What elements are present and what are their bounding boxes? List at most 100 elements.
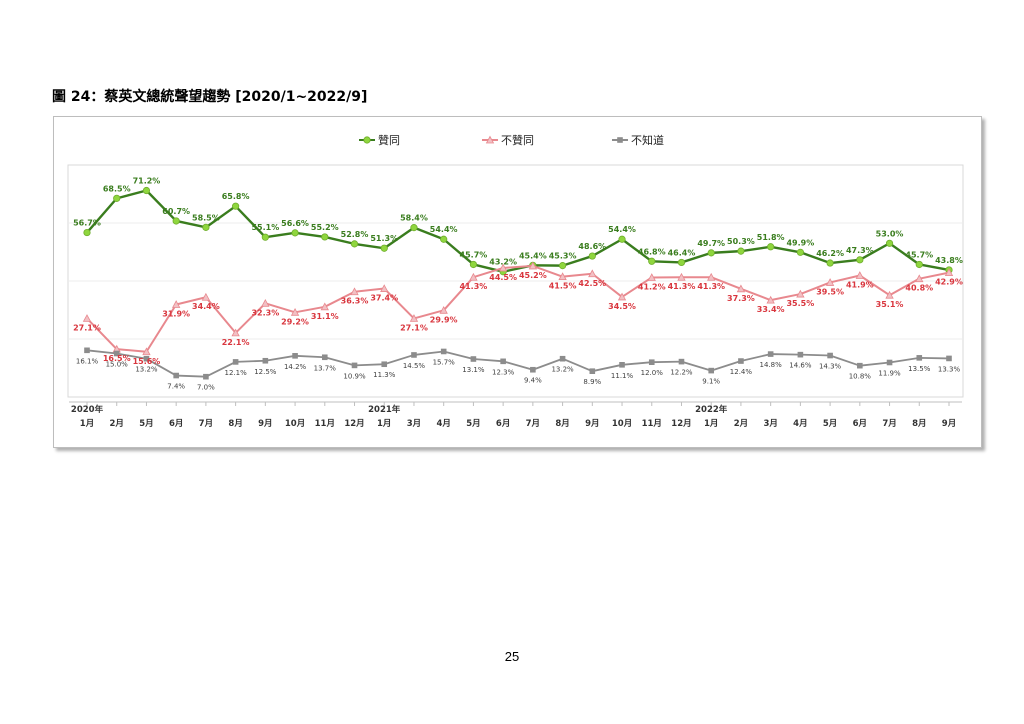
x-tick-label: 11月 bbox=[642, 419, 662, 429]
series-3-point bbox=[440, 348, 447, 355]
series-3-data-label: 13.1% bbox=[462, 366, 485, 374]
series-2-point bbox=[944, 268, 954, 276]
x-tick-label: 10月 bbox=[612, 419, 632, 429]
series-2-data-label: 40.8% bbox=[905, 284, 933, 293]
x-tick-label: 5月 bbox=[823, 419, 837, 429]
series-1-data-label: 52.8% bbox=[341, 230, 369, 239]
series-1-point bbox=[142, 186, 151, 195]
data-labels: 56.7% 68.5%71.2% 60.7%58.5% 65.8% 55.1% 56.6%… bbox=[73, 177, 963, 392]
series-2-point bbox=[707, 272, 716, 281]
series-1-point bbox=[915, 260, 923, 269]
series-2-data-label: 22.1% bbox=[222, 338, 250, 347]
series-2-data-label: 35.5% bbox=[786, 299, 814, 308]
series-3-point bbox=[143, 355, 150, 362]
series-2-point bbox=[498, 263, 508, 272]
series-2-point bbox=[558, 272, 567, 281]
series-2-data-label: 31.1% bbox=[311, 312, 339, 321]
legend-marker bbox=[363, 136, 371, 144]
series-1-data-label: 43.8% bbox=[935, 256, 963, 265]
series-line-3 bbox=[86, 349, 950, 378]
series-1-data-label: 46.4% bbox=[668, 248, 696, 257]
series-2-point bbox=[825, 278, 835, 286]
series-1-point bbox=[380, 244, 388, 252]
x-tick-label: 6月 bbox=[169, 419, 183, 429]
legend-marker bbox=[617, 137, 623, 143]
series-3-point bbox=[381, 361, 388, 368]
series-2-point bbox=[469, 272, 478, 281]
series-1-point bbox=[350, 240, 359, 248]
series-3-data-label: 12.3% bbox=[492, 368, 515, 376]
x-tick-label: 1月 bbox=[377, 419, 391, 429]
series-1-data-label: 53.0% bbox=[876, 229, 904, 238]
series-1-point bbox=[737, 247, 745, 255]
approval-trend-chart: 贊同 不贊同 不知道 56.7%68.5%71.2%60.7%58.5%65.8%5… bbox=[67, 133, 964, 429]
x-tick-label: 11月 bbox=[315, 419, 335, 429]
series-2-data-label: 32.3% bbox=[251, 308, 279, 317]
series-3-point bbox=[946, 355, 952, 362]
series-1-data-label: 45.7% bbox=[905, 250, 933, 259]
x-tick-label: 1月 bbox=[80, 419, 94, 429]
series-1-data-label: 54.4% bbox=[430, 225, 458, 234]
series-2-data-label: 34.5% bbox=[608, 302, 636, 311]
legend-label-2: 不贊同 bbox=[501, 133, 534, 147]
series-1-point bbox=[113, 194, 121, 202]
series-3-data-label: 16.1% bbox=[76, 357, 99, 365]
series-3-point bbox=[619, 362, 625, 368]
series-layer bbox=[82, 186, 954, 380]
series-3-data-label: 13.5% bbox=[908, 365, 931, 373]
series-1-point bbox=[707, 249, 715, 257]
x-tick-label: 7月 bbox=[882, 419, 896, 429]
series-3-point bbox=[500, 358, 506, 365]
series-2-point bbox=[588, 269, 597, 278]
series-2-data-label: 44.5% bbox=[489, 273, 517, 282]
series-3-point bbox=[173, 372, 179, 379]
x-tick-label: 2月 bbox=[734, 419, 748, 429]
series-2-data-label: 34.4% bbox=[192, 302, 220, 311]
series-1-data-label: 58.4% bbox=[400, 214, 428, 223]
series-2-point bbox=[350, 287, 359, 296]
series-1-point bbox=[856, 256, 864, 264]
gridlines bbox=[69, 222, 962, 340]
series-2-data-label: 41.9% bbox=[846, 280, 874, 289]
series-2-point bbox=[885, 290, 894, 299]
x-tick-label: 12月 bbox=[671, 419, 691, 429]
series-2-point bbox=[766, 295, 775, 304]
x-tick-label: 2月 bbox=[110, 419, 124, 429]
series-1-point bbox=[291, 229, 299, 237]
series-2-data-label: 29.9% bbox=[430, 315, 458, 324]
legend-label-3: 不知道 bbox=[631, 133, 664, 147]
x-axis: 1月 2月 5月 6月 7月 8月 9月 10月 11月 12月 1月 3月 4月 5月 6月 7月 8月 9月 1… bbox=[69, 401, 962, 429]
legend-marker bbox=[485, 135, 495, 144]
series-2-data-label: 41.3% bbox=[697, 282, 725, 291]
series-2-point bbox=[647, 273, 656, 281]
x-tick-label: 9月 bbox=[258, 419, 272, 429]
series-3-point bbox=[886, 359, 893, 366]
series-1-data-label: 56.7% bbox=[73, 219, 101, 228]
series-3-point bbox=[559, 355, 566, 362]
series-1-data-label: 47.3% bbox=[846, 246, 874, 255]
series-3-data-label: 12.1% bbox=[224, 369, 247, 377]
series-2-data-label: 41.2% bbox=[638, 283, 666, 292]
series-2-data-label: 41.5% bbox=[549, 282, 577, 291]
x-tick-label: 7月 bbox=[199, 419, 213, 429]
series-2-data-label: 27.1% bbox=[400, 323, 428, 332]
series-1-data-label: 58.5% bbox=[192, 213, 220, 222]
series-1-point bbox=[440, 235, 448, 243]
series-3-point bbox=[708, 367, 715, 374]
series-1-point bbox=[321, 233, 329, 241]
series-1-data-label: 46.8% bbox=[638, 247, 666, 256]
series-3-data-label: 9.4% bbox=[524, 377, 542, 385]
series-1-data-label: 45.3% bbox=[549, 252, 577, 261]
series-2-data-label: 36.3% bbox=[341, 297, 369, 306]
series-3-data-label: 14.2% bbox=[284, 363, 307, 371]
series-2-point bbox=[409, 314, 419, 322]
series-2-point bbox=[231, 328, 240, 337]
series-3-point bbox=[262, 357, 269, 364]
series-2-point bbox=[677, 272, 686, 281]
x-tick-label: 8月 bbox=[228, 419, 242, 429]
series-3-data-label: 10.9% bbox=[343, 372, 366, 380]
series-3-data-label: 13.3% bbox=[938, 365, 961, 373]
series-3-point bbox=[321, 354, 328, 361]
series-3-data-label: 12.4% bbox=[730, 368, 753, 376]
series-2-data-label: 41.3% bbox=[668, 282, 696, 291]
